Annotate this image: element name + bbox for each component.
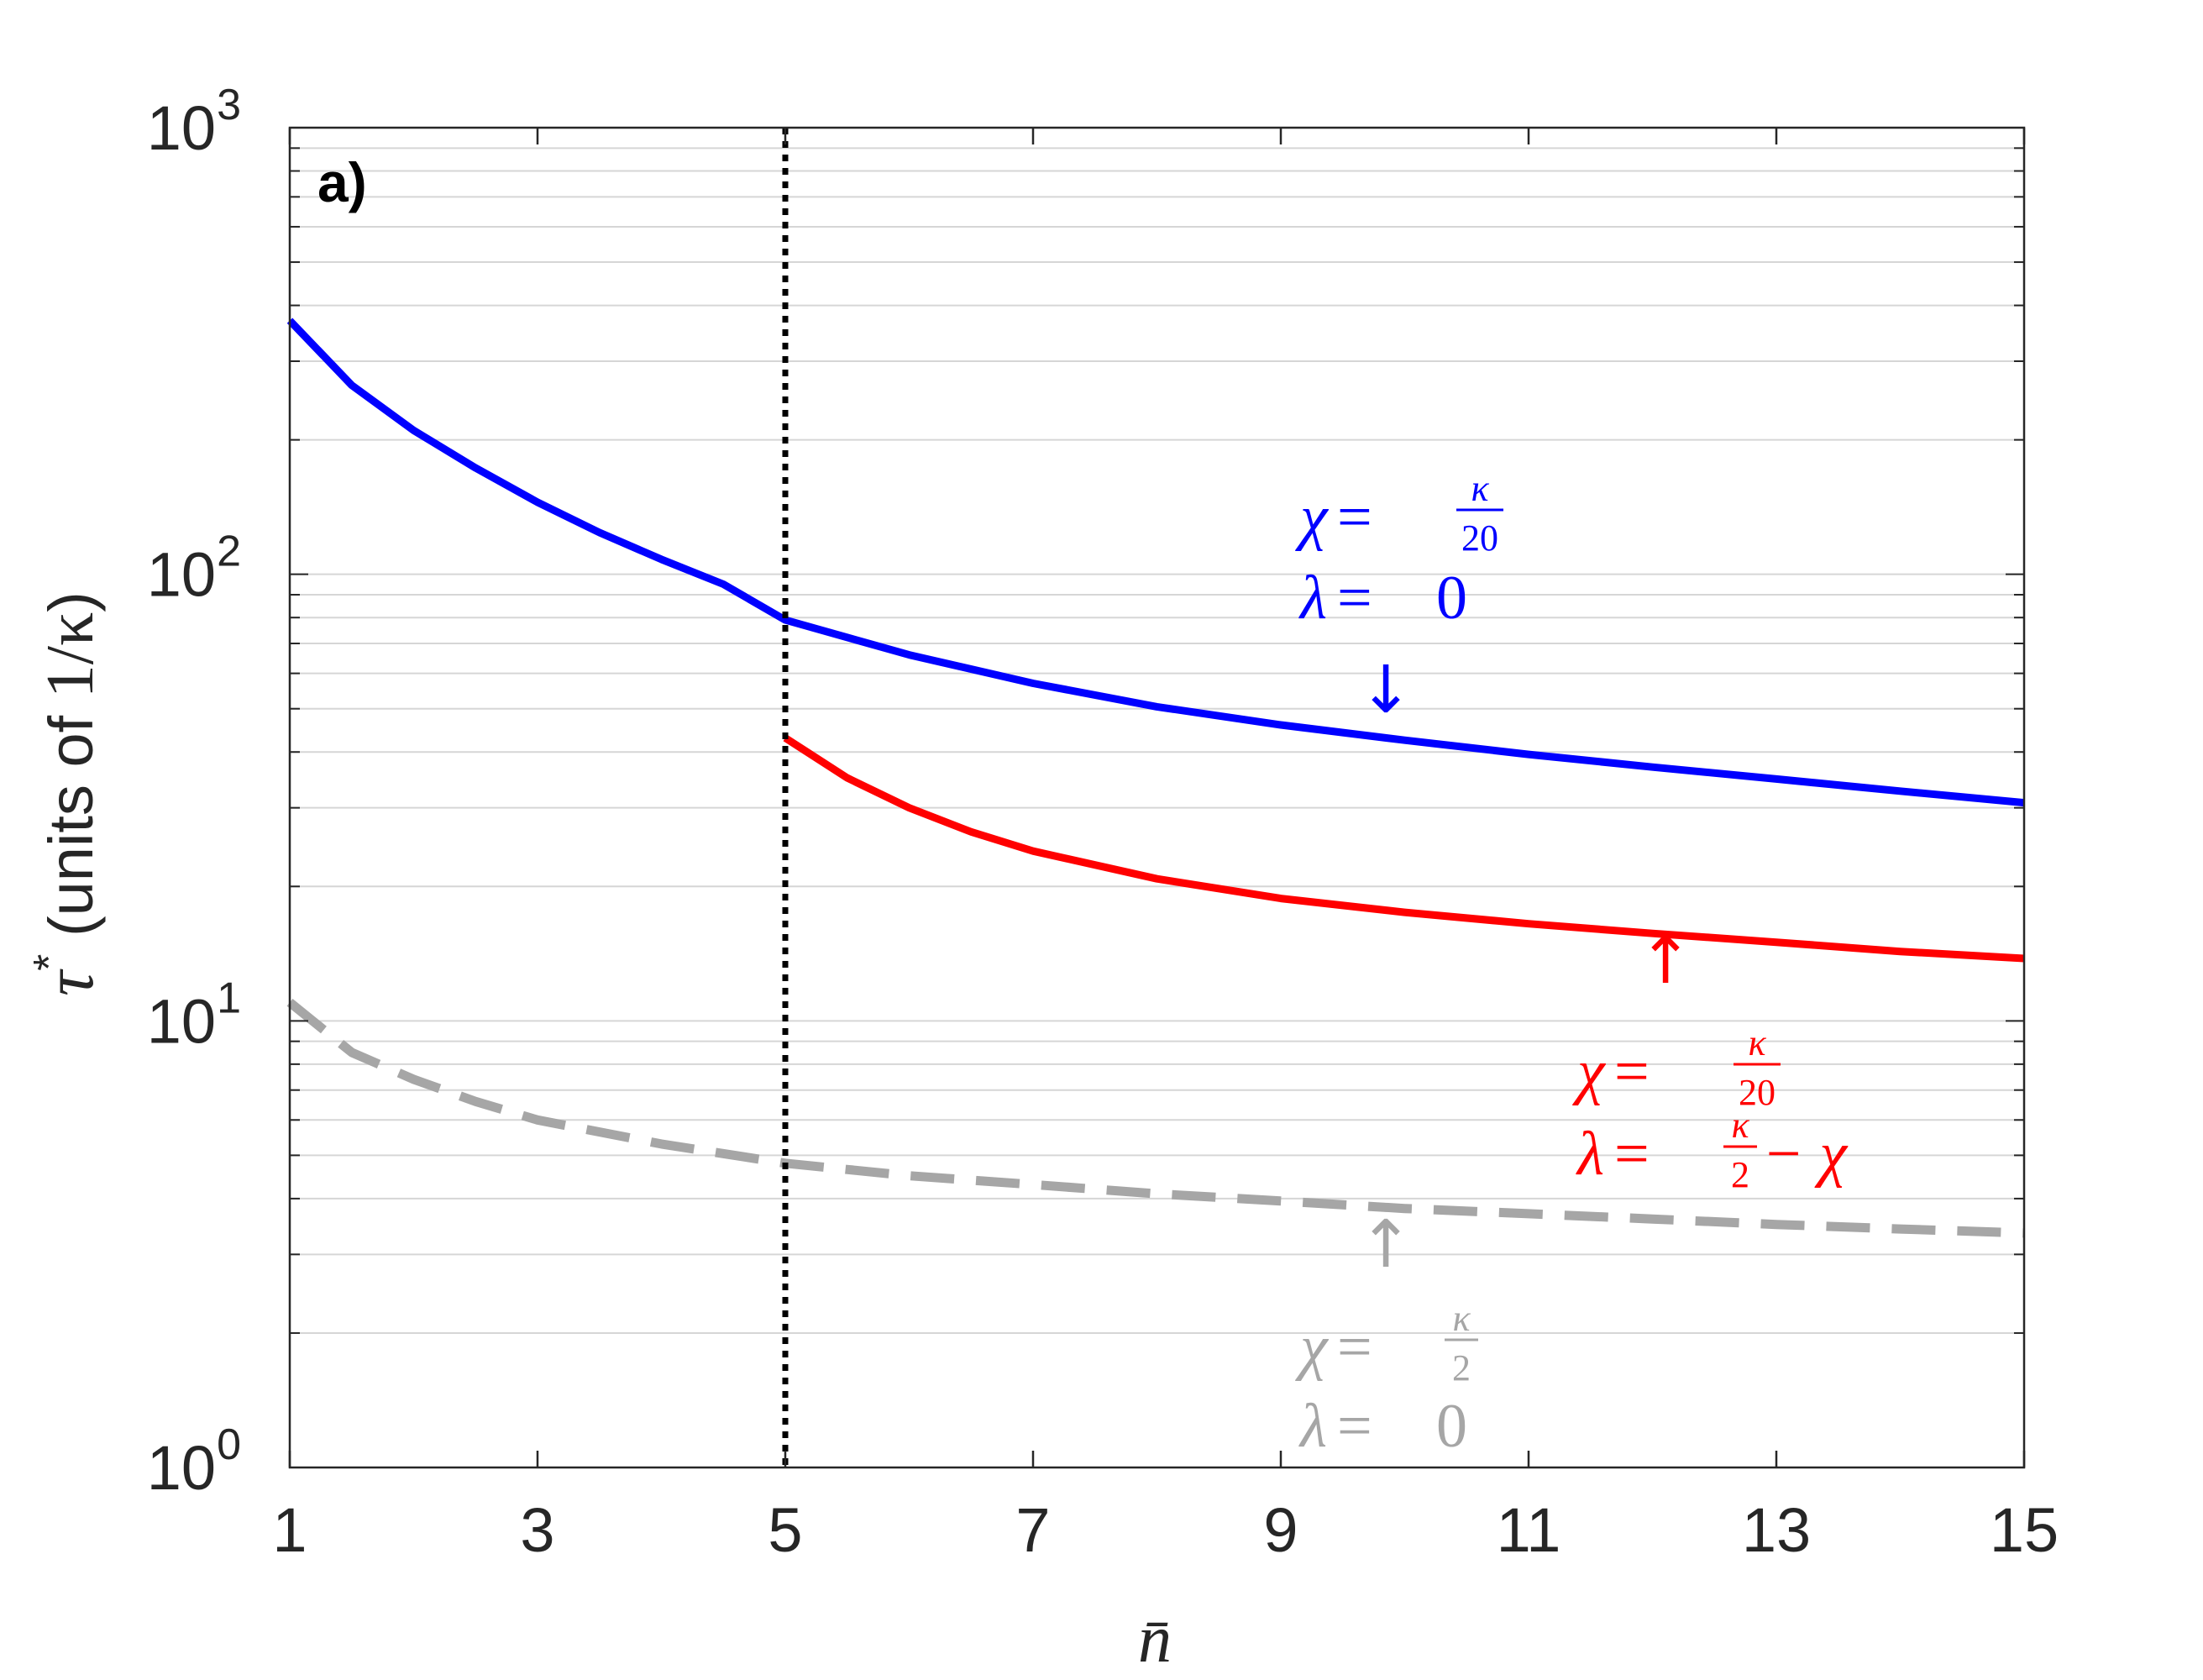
x-tick-label: 15 [1990, 1495, 2059, 1565]
y-tick-exponent: 2 [217, 528, 241, 576]
y-axis-title: τ* (units of 1/κ) [25, 591, 108, 996]
annotation-gray-chi: χ [1295, 1313, 1330, 1382]
ticks [288, 128, 2026, 1468]
y-tick-label: 10 [147, 540, 216, 610]
x-tick-label: 3 [520, 1495, 554, 1565]
annotation-blue-num: κ [1471, 468, 1489, 509]
y-axis-superscript: * [25, 954, 74, 971]
x-tick-label: 13 [1742, 1495, 1811, 1565]
x-tick-label: 1 [272, 1495, 307, 1565]
y-tick-exponent: 1 [217, 974, 241, 1022]
annotation-blue-rhs: 0 [1436, 564, 1467, 633]
series-line-0 [286, 318, 2025, 807]
annotation-red-lambda: λ [1576, 1120, 1604, 1189]
series-group [286, 318, 2025, 1238]
annotation-red-den: 20 [1739, 1072, 1776, 1113]
y-tick-label: 10 [147, 93, 216, 163]
plot-area [286, 318, 2025, 1238]
annotation-red-rest: − χ [1762, 1120, 1849, 1189]
annotation-red-chi: χ [1572, 1037, 1607, 1106]
annotation-gray-lambda: λ [1298, 1392, 1327, 1461]
annotation-gray: ↑ χ = κ 2 λ = 0 [1295, 1207, 1478, 1461]
panel-label: a) [317, 151, 367, 213]
annotation-red-eq: = [1614, 1037, 1650, 1106]
x-tick-label: 9 [1263, 1495, 1298, 1565]
annotation-red-num2: κ [1731, 1105, 1749, 1146]
annotation-gray-arrow-icon: ↑ [1358, 1207, 1413, 1283]
y-axis-text: (units of [36, 698, 106, 953]
y-tick-exponent: 0 [217, 1420, 241, 1469]
annotation-blue-den: 20 [1461, 517, 1498, 559]
annotation-blue-chi: χ [1295, 483, 1330, 552]
x-tick-label: 11 [1497, 1495, 1561, 1565]
x-tick-label: 5 [768, 1495, 802, 1565]
y-axis-unit: 1/κ [34, 612, 108, 699]
annotation-gray-num: κ [1452, 1298, 1471, 1339]
annotation-blue-arrow-icon: ↓ [1358, 653, 1413, 728]
y-tick-label: 10 [147, 1433, 216, 1503]
annotation-gray-eq: = [1337, 1313, 1372, 1382]
annotation-gray-rhs: 0 [1436, 1392, 1467, 1461]
annotation-red-arrow-icon: ↑ [1638, 923, 1692, 999]
annotation-blue-eq2: = [1337, 564, 1372, 633]
annotation-red-eq2: = [1614, 1120, 1650, 1189]
annotation-red-den2: 2 [1731, 1154, 1749, 1195]
annotation-blue-lambda: λ [1298, 564, 1327, 633]
y-axis-symbol: τ [30, 969, 108, 996]
y-tick-exponent: 3 [217, 81, 241, 129]
x-tick-label: 7 [1015, 1495, 1050, 1565]
annotation-red-num: κ [1748, 1022, 1766, 1063]
series-line-1 [783, 734, 2025, 963]
annotation-blue-eq: = [1337, 483, 1372, 552]
annotation-red: ↑ χ = κ 20 λ = κ 2 − χ [1572, 923, 1849, 1195]
y-tick-label: 10 [147, 986, 216, 1056]
plot-frame [288, 126, 2026, 1469]
annotation-gray-den: 2 [1452, 1347, 1471, 1389]
x-tick-labels: 1 3 5 7 9 11 13 15 [272, 1495, 2059, 1565]
y-axis-close: ) [36, 591, 106, 612]
annotation-blue: χ = κ 20 λ = 0 ↓ [1295, 468, 1503, 728]
annotation-gray-eq2: = [1337, 1392, 1372, 1461]
x-axis-title: n̄ [1138, 1603, 1172, 1677]
